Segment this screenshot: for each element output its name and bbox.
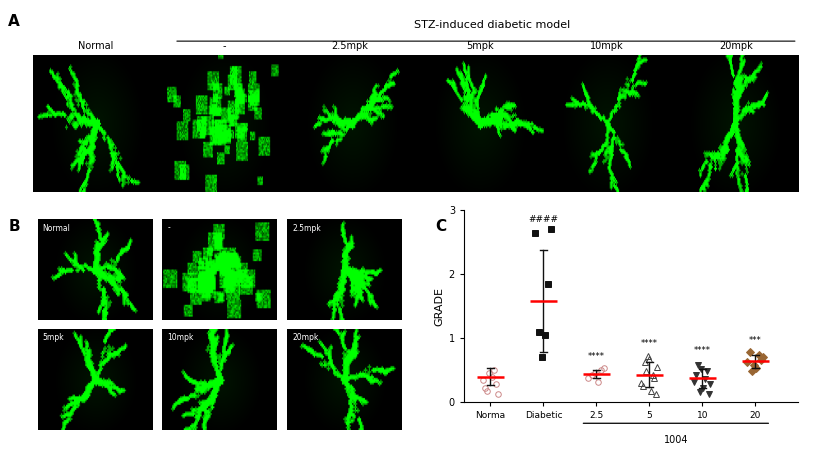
Text: 5mpk: 5mpk <box>42 333 64 342</box>
Text: -: - <box>222 41 225 51</box>
Text: 1004: 1004 <box>663 435 688 445</box>
Text: ****: **** <box>641 339 658 348</box>
Text: 2.5mpk: 2.5mpk <box>331 41 369 51</box>
Text: C: C <box>435 219 447 234</box>
Text: 2.5mpk: 2.5mpk <box>292 223 321 233</box>
Text: A: A <box>8 14 20 29</box>
Text: 20mpk: 20mpk <box>292 333 318 342</box>
Text: 20mpk: 20mpk <box>720 41 754 51</box>
Text: STZ-induced diabetic model: STZ-induced diabetic model <box>414 20 570 30</box>
Text: -: - <box>168 223 170 233</box>
Text: B: B <box>8 219 20 234</box>
Text: ****: **** <box>694 346 711 356</box>
Text: ***: *** <box>749 335 762 345</box>
Text: ****: **** <box>588 351 605 361</box>
Text: Normal: Normal <box>78 41 114 51</box>
Text: 5mpk: 5mpk <box>466 41 494 51</box>
Text: Normal: Normal <box>42 223 71 233</box>
Y-axis label: GRADE: GRADE <box>435 287 444 326</box>
Text: ####: #### <box>528 215 558 224</box>
Text: 10mpk: 10mpk <box>589 41 624 51</box>
Text: 10mpk: 10mpk <box>168 333 194 342</box>
